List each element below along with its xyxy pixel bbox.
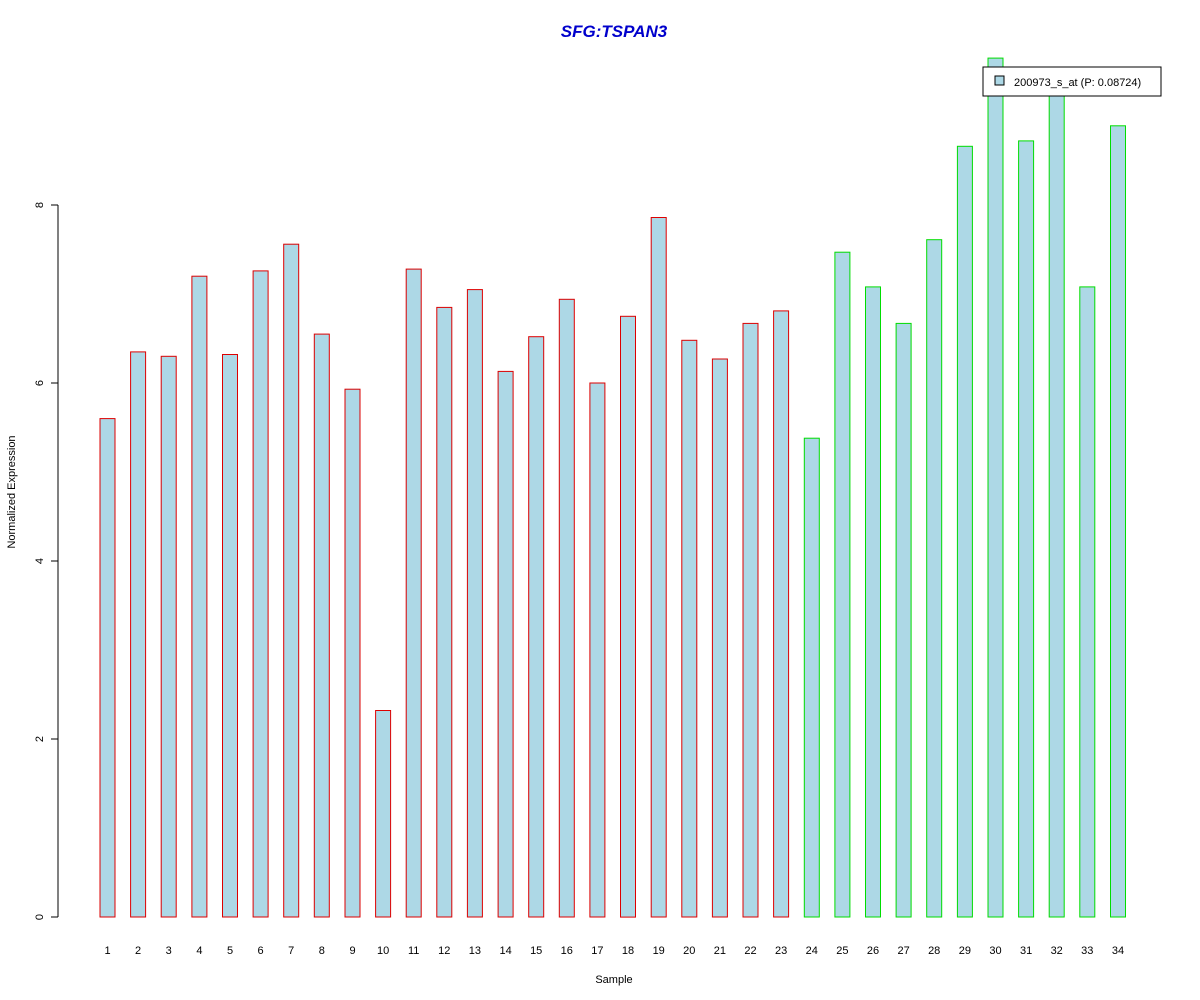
bar-28 <box>926 239 943 918</box>
bar-18 <box>620 315 636 918</box>
x-tick-label: 3 <box>166 945 172 957</box>
bar-1 <box>99 418 116 918</box>
x-tick-label: 6 <box>258 945 264 957</box>
bar-20 <box>681 339 698 918</box>
x-tick-label: 5 <box>227 945 233 957</box>
x-tick-label: 31 <box>1020 945 1032 957</box>
x-tick-label: 15 <box>530 945 542 957</box>
x-axis-label: Sample <box>595 974 632 986</box>
bar-24 <box>803 437 820 918</box>
legend-label: 200973_s_at (P: 0.08724) <box>1014 77 1141 89</box>
bar-14 <box>497 370 514 918</box>
x-tick-label: 27 <box>897 945 909 957</box>
bar-33 <box>1079 286 1096 918</box>
bar-29 <box>956 145 973 918</box>
x-tick-label: 21 <box>714 945 726 957</box>
bar-7 <box>283 243 300 918</box>
y-tick-label: 4 <box>34 558 46 564</box>
bar-30 <box>987 57 1004 918</box>
bar-19 <box>650 217 667 918</box>
bar-34 <box>1110 125 1126 918</box>
bar-17 <box>589 382 606 918</box>
x-tick-label: 17 <box>591 945 603 957</box>
x-tick-label: 29 <box>959 945 971 957</box>
legend: 200973_s_at (P: 0.08724) <box>982 66 1162 97</box>
x-tick-label: 2 <box>135 945 141 957</box>
x-tick-label: 10 <box>377 945 389 957</box>
bar-27 <box>895 322 912 918</box>
bar-12 <box>436 306 453 918</box>
bar-31 <box>1018 140 1035 918</box>
x-tick-label: 13 <box>469 945 481 957</box>
legend-box <box>982 66 1162 97</box>
x-tick-label: 11 <box>408 945 419 957</box>
x-tick-label: 12 <box>438 945 450 957</box>
x-tick-label: 22 <box>744 945 756 957</box>
x-tick-label: 24 <box>806 945 818 957</box>
x-tick-label: 9 <box>349 945 355 957</box>
bar-9 <box>344 388 361 918</box>
bar-10 <box>375 710 392 918</box>
bar-5 <box>222 354 238 918</box>
x-tick-label: 18 <box>622 945 634 957</box>
bar-3 <box>160 355 177 918</box>
bar-2 <box>130 351 147 918</box>
bars <box>99 57 1126 918</box>
x-tick-label: 23 <box>775 945 787 957</box>
x-tick-label: 34 <box>1112 945 1124 957</box>
bar-8 <box>313 333 330 918</box>
y-axis: 0 2 4 6 8 <box>34 202 59 920</box>
y-tick-label: 0 <box>34 914 46 920</box>
bar-15 <box>528 336 545 918</box>
chart-title: SFG:TSPAN3 <box>561 22 668 41</box>
x-tick-label: 20 <box>683 945 695 957</box>
bar-23 <box>773 310 790 918</box>
y-axis-label: Normalized Expression <box>6 435 18 548</box>
bar-13 <box>466 289 483 918</box>
bar-4 <box>191 275 208 918</box>
x-tick-label: 33 <box>1081 945 1093 957</box>
bar-26 <box>865 286 881 918</box>
x-tick-label: 8 <box>319 945 325 957</box>
x-tick-label: 1 <box>104 945 110 957</box>
bar-11 <box>405 268 422 918</box>
y-tick-label: 6 <box>34 380 46 386</box>
bar-16 <box>558 298 575 918</box>
bar-25 <box>834 251 851 918</box>
bar-32 <box>1048 88 1065 918</box>
legend-swatch <box>994 75 1005 86</box>
y-tick-label: 8 <box>34 202 46 208</box>
x-tick-label: 25 <box>836 945 848 957</box>
x-tick-label: 14 <box>499 945 511 957</box>
x-tick-label: 30 <box>989 945 1001 957</box>
x-tick-label: 19 <box>653 945 665 957</box>
x-tick-label: 28 <box>928 945 940 957</box>
bar-21 <box>711 358 728 918</box>
x-tick-label: 4 <box>196 945 202 957</box>
y-tick-label: 2 <box>34 736 46 742</box>
bar-6 <box>252 270 269 918</box>
x-tick-label: 16 <box>561 945 573 957</box>
x-tick-labels: 1 2 3 4 5 6 7 8 9 10 11 12 13 14 15 16 17 18 19 20 21 22 23 24 2… <box>104 945 1124 957</box>
bar-22 <box>742 322 759 918</box>
x-tick-label: 7 <box>288 945 294 957</box>
x-tick-label: 32 <box>1051 945 1063 957</box>
x-tick-label: 26 <box>867 945 879 957</box>
